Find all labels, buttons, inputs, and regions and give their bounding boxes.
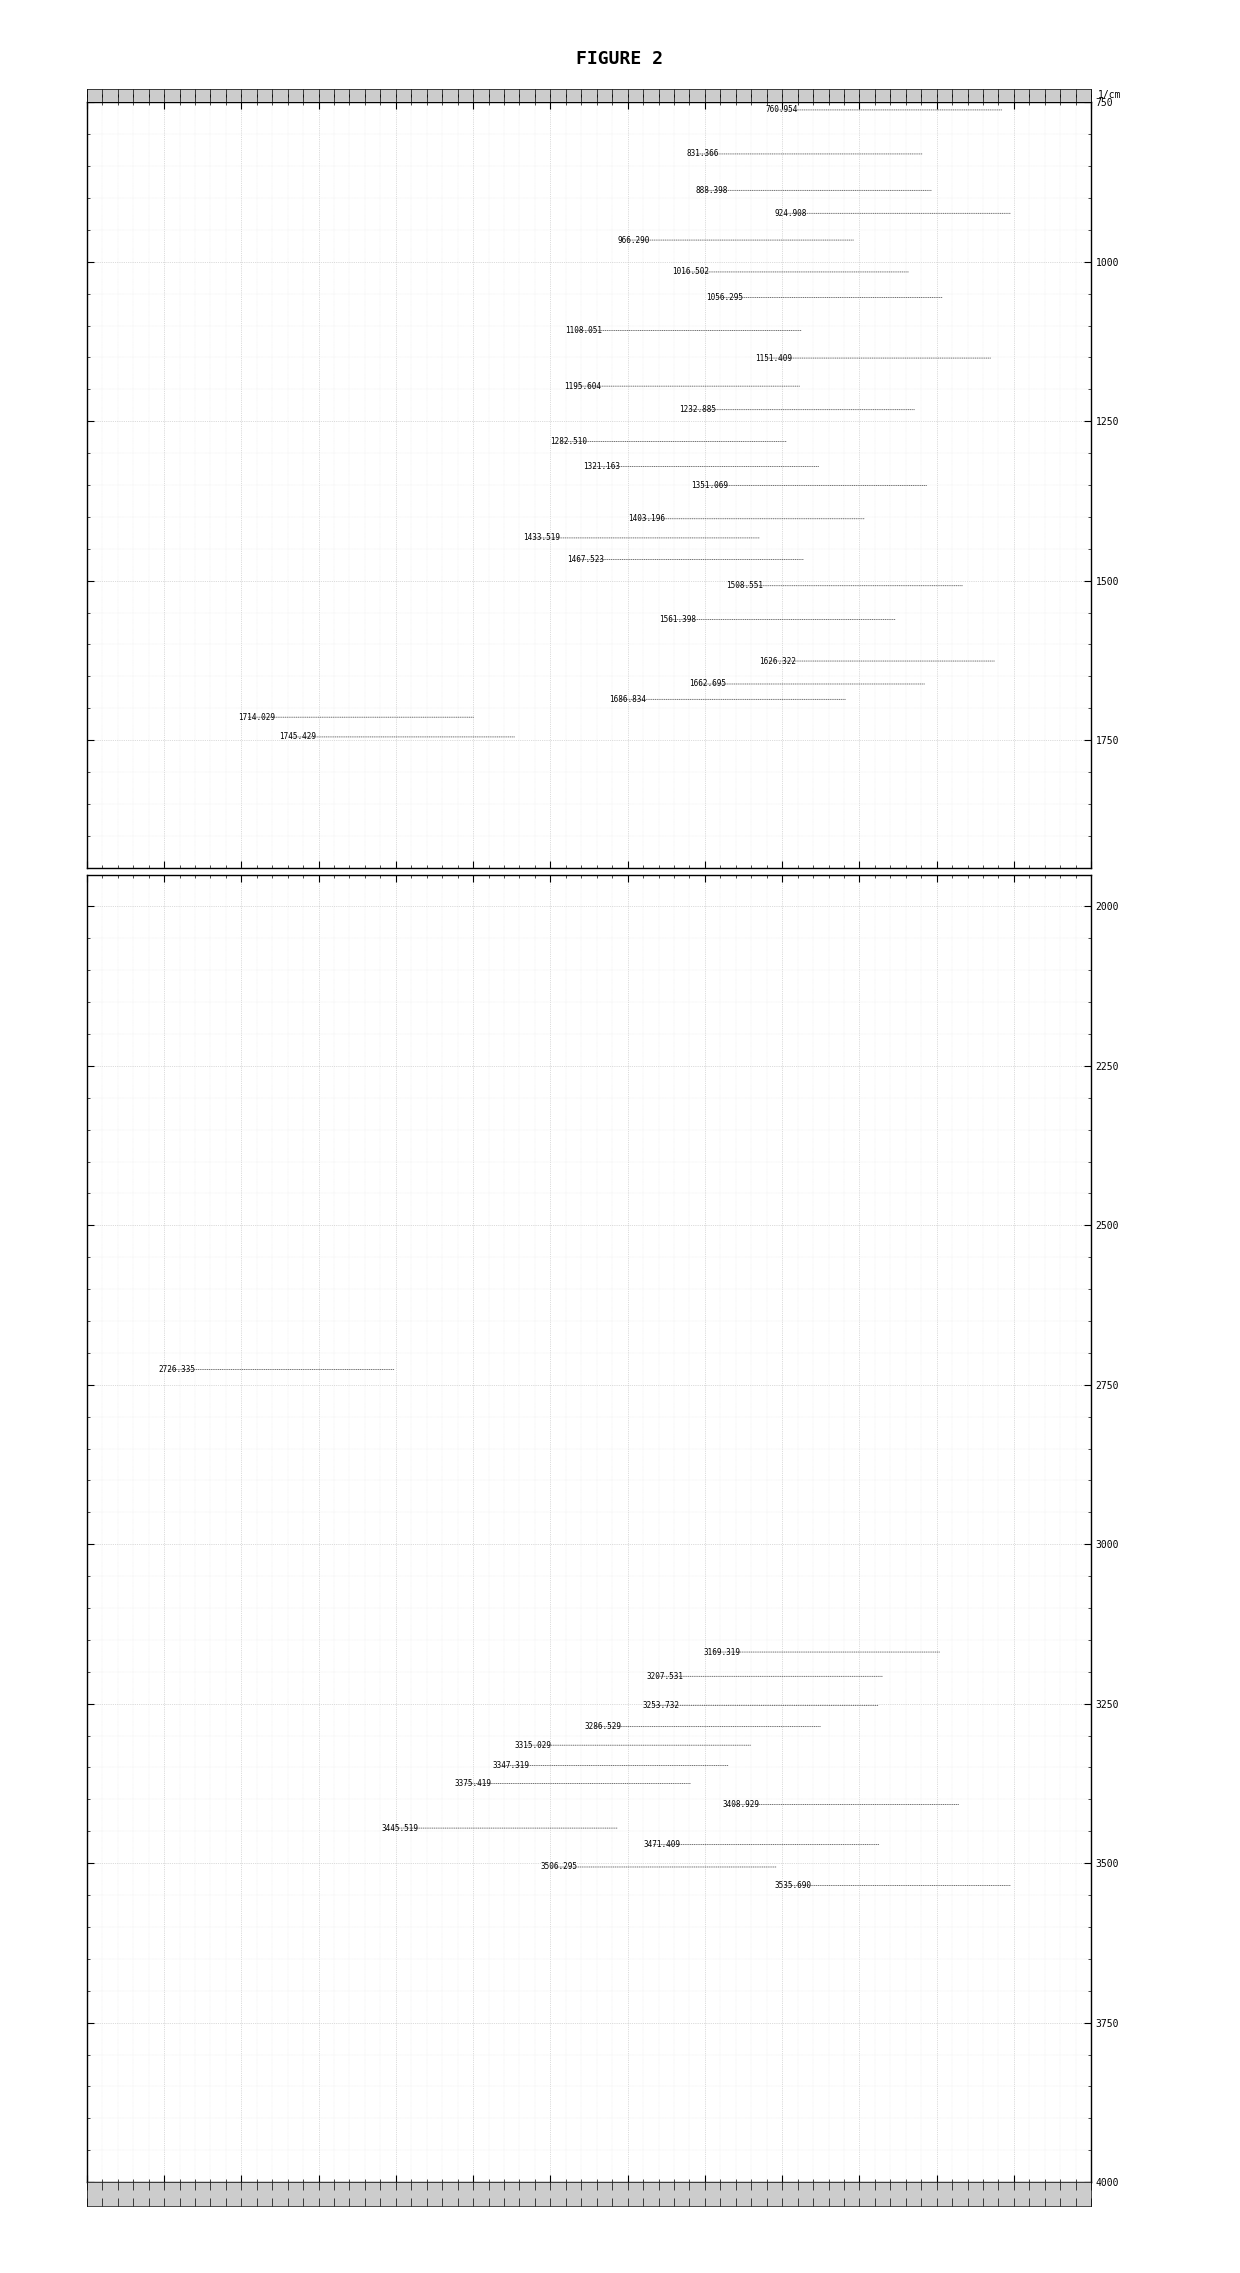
Text: 3445.519: 3445.519 bbox=[381, 1823, 418, 1832]
Text: 3347.319: 3347.319 bbox=[492, 1762, 529, 1771]
Text: 1467.523: 1467.523 bbox=[568, 555, 604, 564]
Text: FIGURE 2: FIGURE 2 bbox=[577, 50, 663, 68]
Text: 760.954: 760.954 bbox=[766, 105, 799, 114]
Text: 3286.529: 3286.529 bbox=[584, 1723, 621, 1732]
Text: 1561.398: 1561.398 bbox=[660, 616, 696, 625]
Text: 1686.834: 1686.834 bbox=[610, 696, 646, 705]
Text: 888.398: 888.398 bbox=[696, 186, 728, 195]
Text: 1403.196: 1403.196 bbox=[629, 514, 666, 523]
Text: 966.290: 966.290 bbox=[618, 236, 650, 245]
Text: 3375.419: 3375.419 bbox=[455, 1780, 491, 1789]
Text: 924.908: 924.908 bbox=[775, 209, 807, 218]
Text: 1056.295: 1056.295 bbox=[707, 293, 743, 302]
Text: 3471.409: 3471.409 bbox=[644, 1841, 680, 1850]
Text: 1508.551: 1508.551 bbox=[727, 582, 764, 591]
Text: 1433.519: 1433.519 bbox=[523, 534, 560, 543]
Text: 1016.502: 1016.502 bbox=[672, 268, 709, 277]
Text: 1626.322: 1626.322 bbox=[759, 657, 796, 666]
Text: 1745.429: 1745.429 bbox=[279, 732, 316, 741]
Text: 3169.319: 3169.319 bbox=[704, 1648, 740, 1657]
Text: 1151.409: 1151.409 bbox=[755, 355, 792, 364]
Text: 831.366: 831.366 bbox=[686, 150, 718, 159]
Text: 1321.163: 1321.163 bbox=[583, 461, 620, 471]
Text: 2726.335: 2726.335 bbox=[157, 1366, 195, 1373]
Text: 3253.732: 3253.732 bbox=[642, 1700, 680, 1709]
Text: 1195.604: 1195.604 bbox=[564, 382, 601, 391]
Text: 3506.295: 3506.295 bbox=[541, 1862, 577, 1871]
Text: 1108.051: 1108.051 bbox=[565, 325, 603, 334]
Text: 3207.531: 3207.531 bbox=[646, 1671, 683, 1680]
Text: 1282.510: 1282.510 bbox=[551, 436, 588, 446]
Text: 3315.029: 3315.029 bbox=[515, 1741, 552, 1750]
Text: 3535.690: 3535.690 bbox=[775, 1882, 811, 1889]
Text: 3408.929: 3408.929 bbox=[723, 1800, 760, 1809]
Text: 1232.885: 1232.885 bbox=[678, 405, 715, 414]
Text: 1714.029: 1714.029 bbox=[238, 714, 275, 721]
Text: 1351.069: 1351.069 bbox=[691, 482, 728, 491]
Text: 1/cm: 1/cm bbox=[1097, 91, 1121, 100]
Text: 1662.695: 1662.695 bbox=[688, 680, 725, 689]
